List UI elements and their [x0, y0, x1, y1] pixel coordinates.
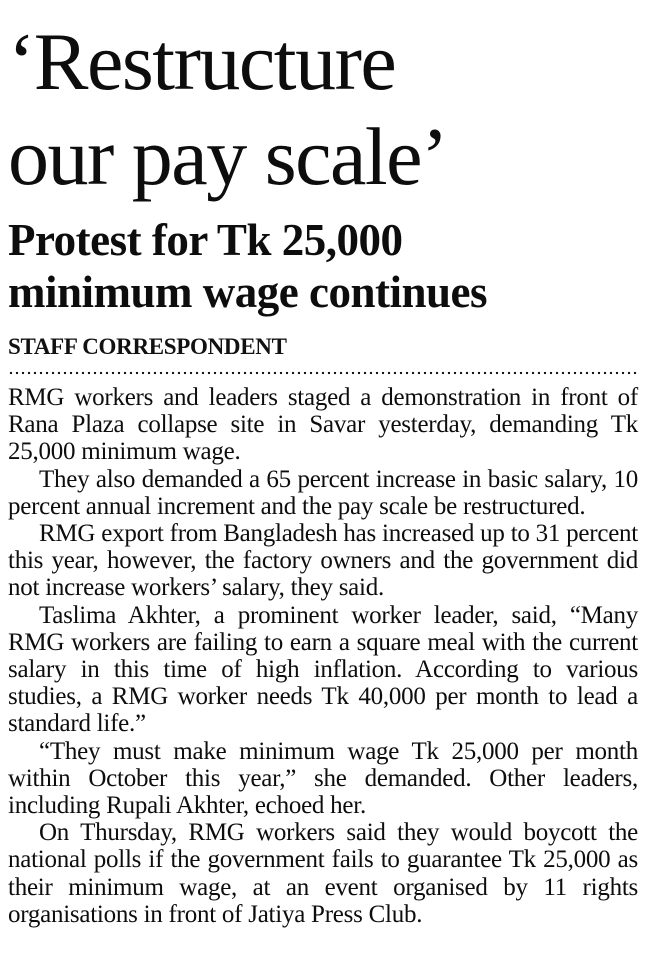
- headline-line-2: our pay scale’: [8, 111, 448, 202]
- dotted-separator: [8, 371, 638, 375]
- headline-line-1: ‘Restructure: [8, 16, 397, 107]
- paragraph-5: “They must make minimum wage Tk 25,000 p…: [8, 737, 638, 820]
- paragraph-3: RMG export from Bangladesh has increased…: [8, 520, 638, 602]
- paragraph-6: On Thursday, RMG workers said they would…: [8, 819, 638, 928]
- article-headline: ‘Restructure our pay scale’: [8, 14, 638, 204]
- paragraph-2: They also demanded a 65 percent increase…: [8, 465, 638, 520]
- subheadline-line-2: minimum wage continues: [8, 267, 488, 317]
- paragraph-1: RMG workers and leaders staged a demonst…: [8, 384, 638, 466]
- byline: STAFF CORRESPONDENT: [8, 334, 287, 359]
- paragraph-4: Taslima Akhter, a prominent worker leade…: [8, 601, 638, 738]
- article-body: RMG workers and leaders staged a demonst…: [8, 384, 638, 928]
- article-subheadline: Protest for Tk 25,000 minimum wage conti…: [8, 214, 638, 318]
- subheadline-line-1: Protest for Tk 25,000: [8, 215, 403, 265]
